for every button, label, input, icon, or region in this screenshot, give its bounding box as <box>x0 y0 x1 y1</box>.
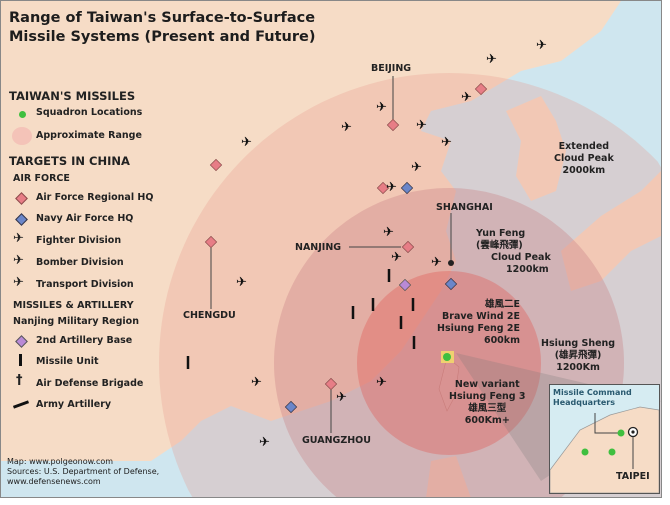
af-hq-markers <box>204 82 488 391</box>
inset-label-line: Headquarters <box>553 398 615 407</box>
legend-air-force-heading: AIR FORCE <box>13 173 70 184</box>
svg-text:✈: ✈ <box>241 135 252 150</box>
legend-bomber: Bomber Division <box>36 257 124 268</box>
svg-text:✈: ✈ <box>251 375 262 390</box>
range-text: Brave Wind 2E <box>442 311 521 322</box>
legend-af-hq: Air Force Regional HQ <box>36 192 154 203</box>
range-label-brave-wind: 雄風二E Brave Wind 2E Hsiung Feng 2E 600km <box>437 299 520 347</box>
missile-units <box>186 269 416 369</box>
legend-taiwan-heading: TAIWAN'S MISSILES <box>9 89 136 103</box>
legend-nanjing-region: Nanjing Military Region <box>13 316 139 327</box>
range-text: Cloud Peak <box>491 252 551 263</box>
inset-label: Missile Command Headquarters <box>553 388 632 408</box>
legend-squadron: Squadron Locations <box>36 107 143 118</box>
svg-text:✈: ✈ <box>386 180 397 195</box>
range-text: Extended <box>558 141 610 152</box>
legend-range: Approximate Range <box>36 130 142 141</box>
inset-graphics <box>550 406 659 493</box>
artillery-base-marker <box>398 278 412 292</box>
navy-hq-markers <box>284 181 458 414</box>
fighter-icon: ✈ <box>13 231 24 246</box>
sources: Map: www.polgeonow.com Sources: U.S. Depa… <box>7 457 159 487</box>
inset-label-line: Missile Command <box>553 388 632 397</box>
range-text: Hsiung Feng 2E <box>437 323 521 334</box>
range-label-yun-feng: Yun Feng (雲峰飛彈) Cloud Peak 1200km <box>476 228 551 276</box>
legend-fighter: Fighter Division <box>36 235 122 246</box>
city-guangzhou: GUANGZHOU <box>302 435 371 446</box>
taiwan <box>438 356 460 412</box>
range-text: (雄昇飛彈) <box>554 350 602 361</box>
range-text: 1200Km <box>556 362 600 373</box>
svg-text:✈: ✈ <box>376 375 387 390</box>
svg-text:✈: ✈ <box>536 38 547 53</box>
range-text: 雄風三型 <box>468 403 507 414</box>
svg-text:✈: ✈ <box>431 255 442 270</box>
range-text: New variant <box>454 379 520 390</box>
source-line: Map: www.polgeonow.com <box>7 457 114 466</box>
legend-artillery-base: 2nd Artillery Base <box>36 335 133 346</box>
legend-targets-heading: TARGETS IN CHINA <box>9 154 130 168</box>
range-text: 雄風二E <box>485 299 521 310</box>
japan <box>561 171 661 291</box>
mainland-china <box>1 1 621 461</box>
title-line-2: Missile Systems (Present and Future) <box>9 29 316 45</box>
city-beijing: BEIJING <box>371 63 412 74</box>
range-text: Cloud Peak <box>554 153 614 164</box>
title-line-1: Range of Taiwan's Surface-to-Surface <box>9 10 316 26</box>
range-text: 1200km <box>506 264 549 275</box>
city-nanjing: NANJING <box>295 242 342 253</box>
legend-missile-unit: Missile Unit <box>36 356 99 367</box>
svg-text:✈: ✈ <box>441 135 452 150</box>
korea <box>506 96 566 201</box>
range-text: 600Km+ <box>464 415 510 426</box>
source-line: Sources: U.S. Department of Defense, <box>7 467 160 476</box>
legend-army-artillery: Army Artillery <box>36 399 112 410</box>
range-text: Hsiung Sheng <box>541 338 616 349</box>
map: ✈ ✈ ✈ ✈ ✈ ✈ ✈ ✈ ✈ ✈ ✈ ✈ ✈ ✈ ✈ ✈ ✈ ✈ Range of Taiwan'… <box>0 0 662 498</box>
svg-text:✈: ✈ <box>461 90 472 105</box>
city-chengdu: CHENGDU <box>183 310 236 321</box>
bomber-icon: ✈ <box>13 253 24 268</box>
range-label-hsiung-sheng: Hsiung Sheng (雄昇飛彈) 1200Km <box>541 338 615 374</box>
source-line: www.defensenews.com <box>7 477 101 486</box>
svg-text:✈: ✈ <box>486 52 497 67</box>
legend-missiles-heading: MISSILES & ARTILLERY <box>13 300 134 311</box>
map-graphics: ✈ ✈ ✈ ✈ ✈ ✈ ✈ ✈ ✈ ✈ ✈ ✈ ✈ ✈ ✈ ✈ ✈ ✈ <box>1 1 661 497</box>
svg-text:✈: ✈ <box>376 100 387 115</box>
range-text: (雲峰飛彈) <box>476 240 523 251</box>
legend-transport: Transport Division <box>36 279 134 290</box>
svg-text:✈: ✈ <box>341 120 352 135</box>
squadron-dot <box>443 353 451 361</box>
svg-text:✈: ✈ <box>411 160 422 175</box>
range-icon <box>12 127 32 145</box>
svg-text:✈: ✈ <box>236 275 247 290</box>
philippines <box>426 456 471 497</box>
range-text: 2000km <box>562 165 606 176</box>
range-text: Yun Feng <box>476 228 526 239</box>
fighter-markers: ✈ ✈ ✈ ✈ ✈ ✈ ✈ ✈ ✈ ✈ ✈ ✈ ✈ ✈ ✈ ✈ ✈ ✈ <box>236 38 547 450</box>
range-label-hsiung-feng-3: New variant Hsiung Feng 3 雄風三型 600Km+ <box>449 379 526 427</box>
svg-text:✈: ✈ <box>416 118 427 133</box>
air-defense-icon: † <box>16 373 23 388</box>
map-title: Range of Taiwan's Surface-to-Surface Miss… <box>9 9 315 47</box>
range-label-extended-cloud-peak: Extended Cloud Peak 2000km <box>554 141 614 177</box>
squadron-icon <box>19 111 26 118</box>
svg-text:✈: ✈ <box>383 225 394 240</box>
svg-text:✈: ✈ <box>391 250 402 265</box>
range-text: 600km <box>483 335 521 346</box>
range-text: Hsiung Feng 3 <box>449 391 526 402</box>
city-shanghai: SHANGHAI <box>436 202 493 213</box>
svg-text:✈: ✈ <box>336 390 347 405</box>
svg-text:✈: ✈ <box>259 435 270 450</box>
missile-unit-icon <box>19 354 22 366</box>
transport-icon: ✈ <box>13 275 24 290</box>
legend-navy-hq: Navy Air Force HQ <box>36 213 134 224</box>
legend-air-defense: Air Defense Brigade <box>36 378 144 389</box>
range-1200km <box>274 188 624 497</box>
taipei-inset: Missile Command Headquarters TAIPEI <box>549 384 660 494</box>
city-taipei: TAIPEI <box>616 471 650 482</box>
shanghai-dot <box>448 260 454 266</box>
